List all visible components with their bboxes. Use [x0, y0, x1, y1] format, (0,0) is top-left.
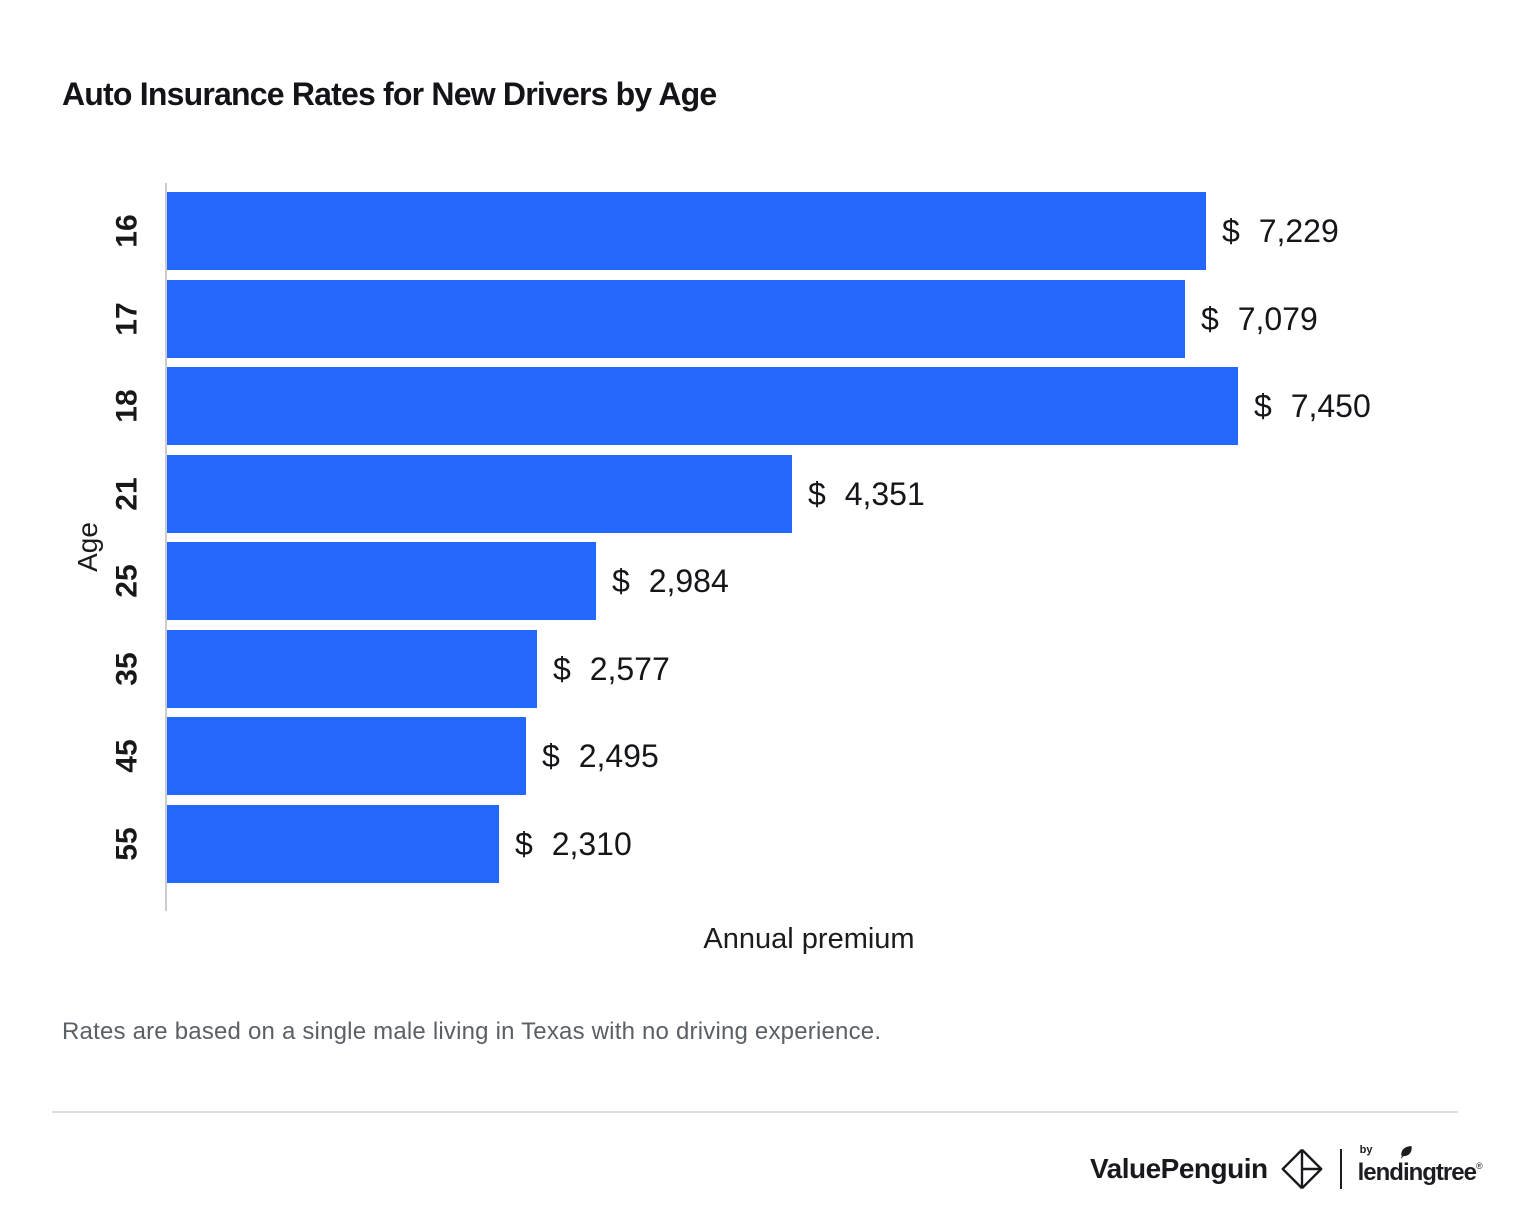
- bar: [167, 717, 526, 795]
- y-tick-label-text: 16: [111, 214, 144, 248]
- footer-divider: [52, 1111, 1458, 1113]
- lendingtree-byline: by: [1359, 1144, 1373, 1156]
- y-tick-label: 25: [98, 542, 158, 620]
- y-tick-label-text: 17: [111, 302, 144, 336]
- lendingtree-wordmark: lendingtree: [1357, 1159, 1477, 1186]
- bar-value-label: $ 2,984: [612, 563, 729, 599]
- bar: [167, 192, 1206, 270]
- y-tick-label-text: 35: [111, 652, 144, 686]
- bar-row: 35 $ 2,577: [111, 630, 1407, 708]
- bar: [167, 805, 499, 883]
- lendingtree-logo: by lendingtree®: [1357, 1144, 1483, 1187]
- bar-value-label: $ 2,310: [515, 826, 632, 862]
- bar-row: 55 $ 2,310: [111, 805, 1407, 883]
- y-tick-label-text: 45: [111, 739, 144, 773]
- bar: [167, 455, 792, 533]
- bar: [167, 280, 1185, 358]
- footnote: Rates are based on a single male living …: [62, 1018, 882, 1045]
- bar: [167, 542, 596, 620]
- valuepenguin-wordmark: ValuePenguin: [1090, 1153, 1268, 1184]
- bar-row: 21 $ 4,351: [111, 455, 1407, 533]
- bar-value-label: $ 4,351: [808, 476, 925, 512]
- bar-value-label: $ 2,495: [542, 738, 659, 774]
- plot-area: Age 16 $ 7,229 17 $ 7,079 18 $ 7,450 21 $ 4,351…: [72, 183, 1407, 955]
- logo-divider: [1339, 1149, 1342, 1189]
- valuepenguin-diamond-icon: [1281, 1148, 1323, 1190]
- y-tick-label-text: 55: [111, 827, 144, 861]
- bar-value-label: $ 7,229: [1222, 213, 1339, 249]
- y-tick-label: 16: [98, 192, 158, 270]
- x-axis-label: Annual premium: [703, 923, 915, 955]
- bar: [167, 630, 537, 708]
- y-tick-label: 55: [98, 805, 158, 883]
- bar-row: 45 $ 2,495: [111, 717, 1407, 795]
- bar-row: 17 $ 7,079: [111, 280, 1407, 358]
- y-tick-label: 21: [98, 455, 158, 533]
- leaf-icon: [1400, 1146, 1412, 1159]
- y-tick-label: 17: [98, 280, 158, 358]
- bar-row: 25 $ 2,984: [111, 542, 1407, 620]
- bar-value-label: $ 7,450: [1254, 388, 1371, 424]
- bar-row: 18 $ 7,450: [111, 367, 1407, 445]
- y-tick-label-text: 18: [111, 389, 144, 423]
- y-tick-label: 35: [98, 630, 158, 708]
- footer-brandbar: ValuePenguin by lendingtree®: [1090, 1144, 1483, 1194]
- bar-value-label: $ 2,577: [553, 651, 670, 687]
- bar: [167, 367, 1238, 445]
- y-tick-label-text: 21: [111, 477, 144, 511]
- y-axis-line: [165, 183, 167, 911]
- registered-mark: ®: [1475, 1161, 1483, 1171]
- y-tick-label: 18: [98, 367, 158, 445]
- chart-title: Auto Insurance Rates for New Drivers by …: [62, 76, 717, 112]
- bar-value-label: $ 7,079: [1201, 301, 1318, 337]
- y-tick-label-text: 25: [111, 564, 144, 598]
- bar-row: 16 $ 7,229: [111, 192, 1407, 270]
- y-tick-label: 45: [98, 717, 158, 795]
